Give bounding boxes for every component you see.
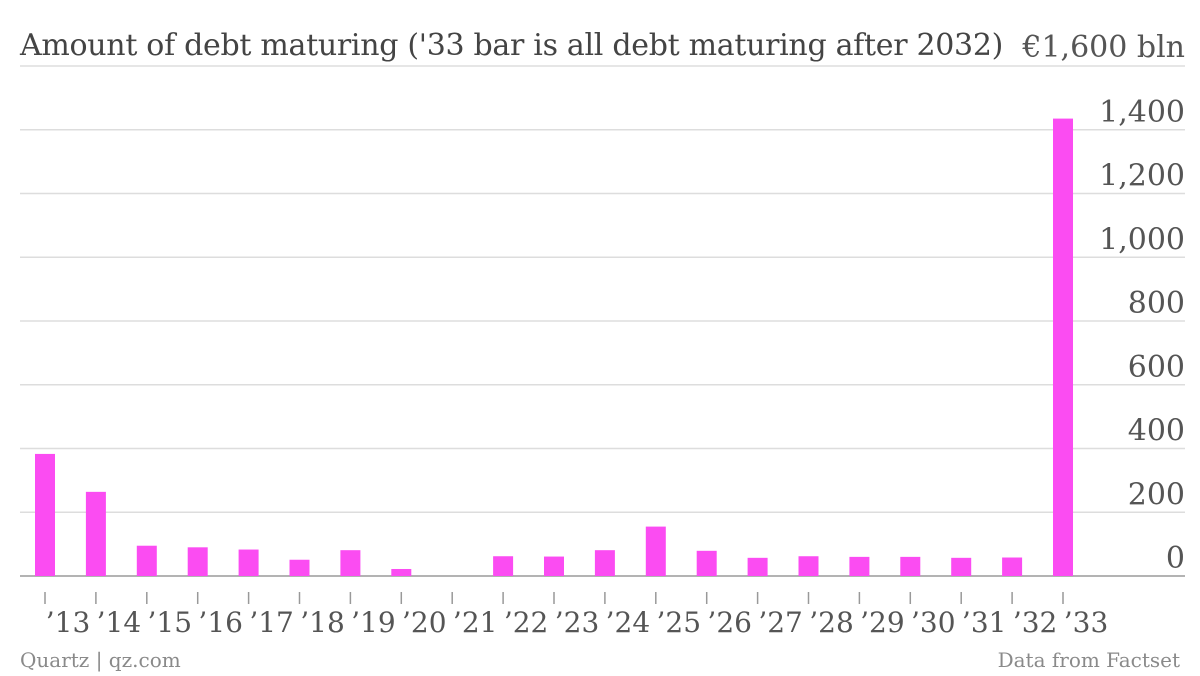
x-tick-label: ’33 [1064,606,1109,639]
x-tick-label: ’32 [1013,606,1058,639]
bar [544,556,564,576]
x-tick-label: ’30 [911,606,956,639]
bar [594,550,615,576]
bar [493,556,514,576]
bar [645,526,666,576]
bar [900,556,921,576]
x-tick-label: ’16 [198,606,243,639]
chart-title: Amount of debt maturing ('33 bar is all … [20,28,1004,63]
x-tick-label: ’28 [809,606,854,639]
x-tick-label: ’27 [758,606,803,639]
x-tick-label: ’13 [46,606,91,639]
x-tick-label: ’31 [962,606,1007,639]
bar [798,556,819,576]
y-tick-label: 600 [1128,350,1185,385]
gridlines [20,65,1185,577]
x-tick-label: ’25 [657,606,702,639]
bar [136,545,157,576]
source-credit: Quartz | qz.com [20,648,181,672]
x-tick-label: ’21 [453,606,498,639]
bar [696,550,717,576]
bar [747,557,768,576]
bar [35,453,55,576]
x-tick-label: ’15 [148,606,193,639]
bar [1002,557,1023,576]
y-tick-label: 1,200 [1099,159,1185,194]
bar [85,491,106,576]
x-tick-label: ’17 [249,606,294,639]
x-tick-label: ’24 [606,606,651,639]
bars [35,118,1073,576]
data-source-note: Data from Factset [997,648,1180,672]
x-tick-label: ’18 [300,606,345,639]
y-tick-label: 200 [1128,477,1185,512]
tick-labels: 0 200 400 600 800 1,000 1,200 1,400 ’13’14’15’16… [44,95,1185,639]
bar [340,550,361,576]
y-tick-label: 1,400 [1099,95,1185,130]
x-tick-label: ’19 [351,606,396,639]
y-tick-label: 0 [1166,541,1185,576]
bar [238,549,259,576]
bar [951,557,972,576]
y-axis-unit-label: €1,600 bln [1021,30,1185,65]
y-tick-label: 800 [1128,286,1185,321]
y-tick-label: 1,000 [1099,222,1185,257]
x-tick-label: ’22 [504,606,549,639]
bar [289,559,310,576]
bar [187,547,208,576]
bar [849,556,870,576]
x-tick-label: ’26 [707,606,752,639]
x-tick-label: ’14 [97,606,142,639]
x-tick-label: ’20 [402,606,447,639]
x-tick-label: ’29 [860,606,905,639]
x-tick-label: ’23 [555,606,600,639]
bar [391,568,412,576]
y-tick-label: 400 [1128,414,1185,449]
bar [1053,118,1073,576]
